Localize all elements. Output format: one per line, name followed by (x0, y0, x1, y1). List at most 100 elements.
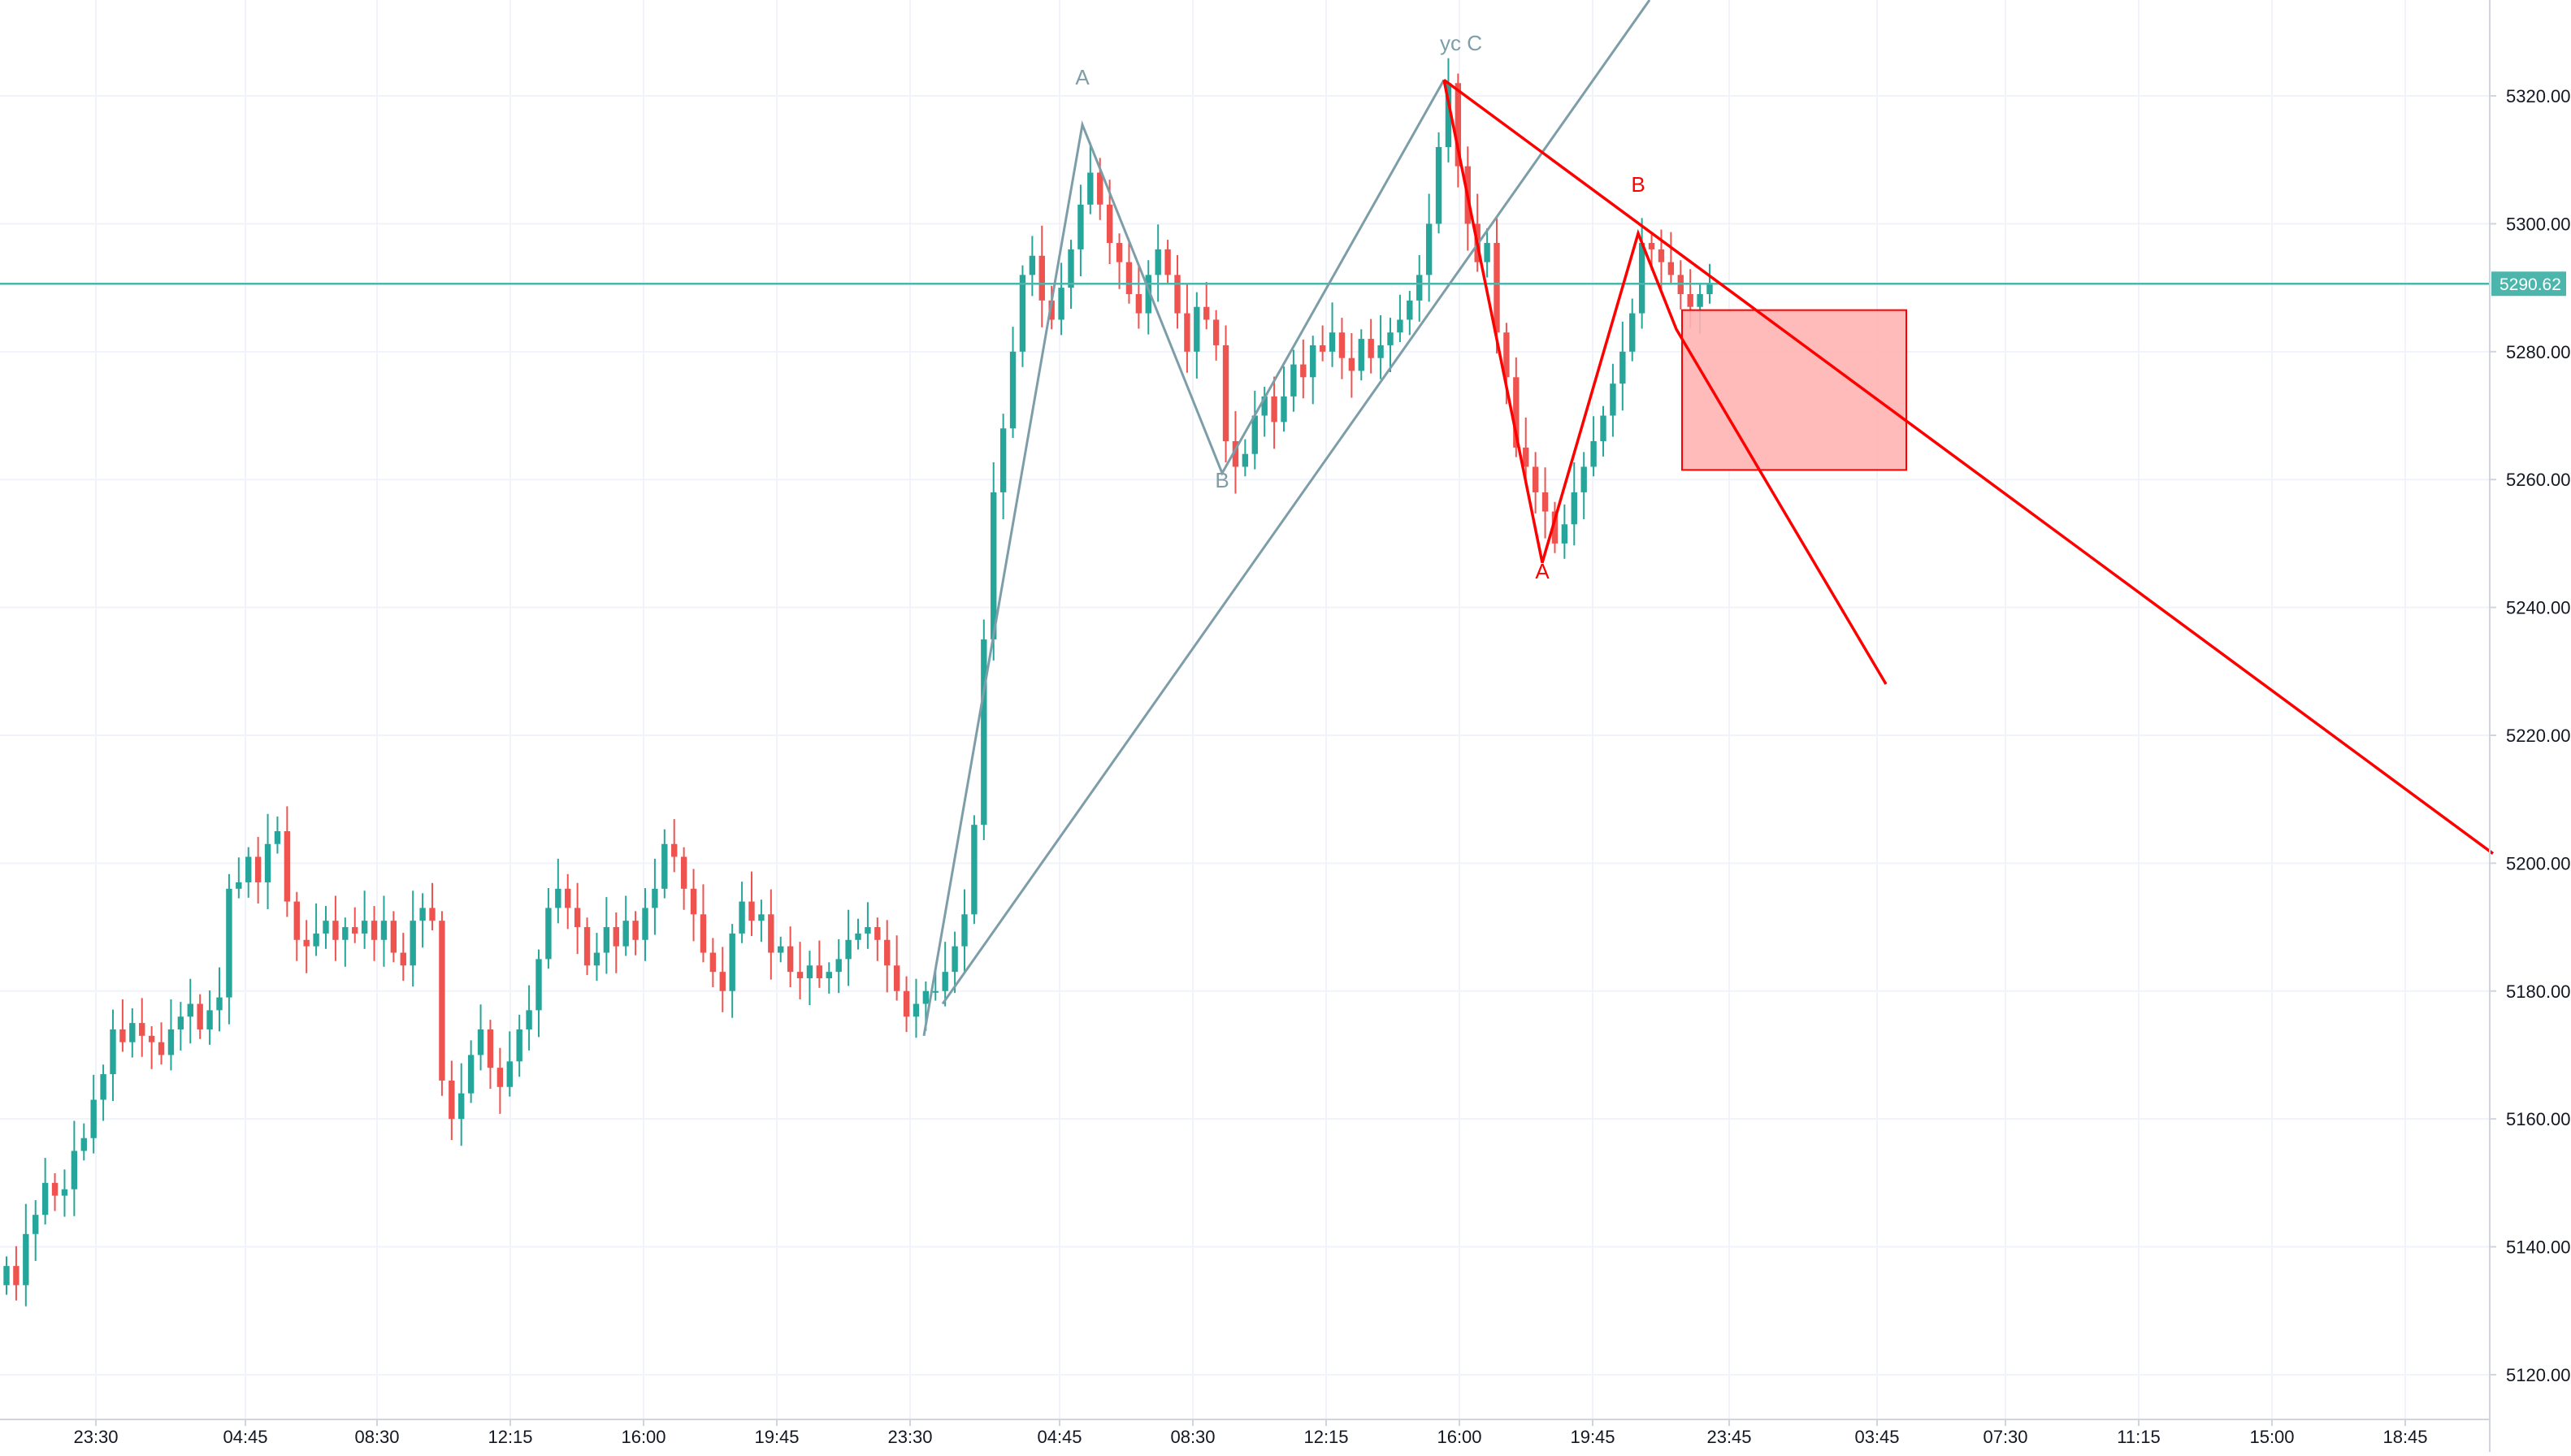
candle (1184, 283, 1190, 373)
candle (419, 893, 426, 948)
candle-body (284, 831, 291, 902)
candle-body (1648, 243, 1655, 249)
candle-body (1687, 293, 1693, 307)
candle (583, 917, 591, 976)
candle (274, 816, 281, 854)
candle-body (1281, 396, 1287, 422)
candles (3, 58, 1713, 1306)
candle-body (1222, 344, 1229, 441)
candle (574, 882, 581, 955)
candle (332, 895, 339, 961)
candle-body (467, 1055, 475, 1094)
candle (981, 619, 987, 841)
price-tick-label: 5260.00 (2506, 470, 2571, 490)
candle-body (1348, 358, 1355, 371)
candle-body (1425, 223, 1433, 275)
time-tick-label: 16:00 (621, 1427, 666, 1447)
candle-body (1435, 146, 1442, 224)
candle-body (613, 927, 619, 947)
candle-body (71, 1150, 78, 1190)
candle (1551, 501, 1559, 553)
candle-body (390, 921, 397, 953)
candle (1145, 260, 1151, 335)
candle (603, 897, 610, 974)
candle-body (748, 901, 755, 921)
candle (158, 1022, 165, 1065)
candle (719, 947, 726, 1012)
current-price-badge (2491, 271, 2566, 297)
candle (778, 936, 784, 963)
candle (1058, 262, 1064, 336)
candle-body (526, 1010, 532, 1029)
candle (80, 1123, 87, 1161)
candle-body (361, 921, 368, 934)
candle-body (303, 939, 310, 947)
candle (942, 942, 948, 1007)
candle-body (516, 1029, 522, 1062)
candle (613, 912, 619, 973)
candle-body (23, 1233, 29, 1285)
candle (661, 829, 668, 899)
candle-body (1310, 344, 1316, 378)
candle (226, 873, 232, 1025)
candle (903, 976, 910, 1033)
candle (1222, 325, 1229, 462)
candle (884, 920, 891, 993)
candle (1261, 387, 1268, 437)
candle (516, 1014, 522, 1077)
candle-body (680, 856, 687, 889)
candle (1571, 462, 1577, 546)
candle-body (971, 825, 978, 915)
candle (303, 920, 310, 973)
candle (555, 858, 561, 924)
candle (33, 1200, 39, 1261)
candle-body (806, 965, 813, 979)
candle-body (90, 1099, 97, 1138)
grid (0, 0, 2490, 1419)
candle (739, 882, 745, 943)
candle-body (216, 997, 223, 1011)
candle (680, 847, 687, 910)
price-tick-label: 5280.00 (2506, 342, 2571, 362)
time-tick-label: 12:15 (1303, 1427, 1348, 1447)
candle (139, 998, 145, 1057)
price-tick-label: 5160.00 (2506, 1109, 2571, 1129)
candle-body (33, 1215, 39, 1234)
candle-body (1513, 377, 1520, 448)
candle (1300, 339, 1307, 399)
candle (1338, 318, 1346, 379)
candle (380, 895, 388, 967)
candle (1029, 236, 1036, 297)
candle-body (1290, 364, 1297, 396)
candle-body (1251, 415, 1258, 454)
candle (1377, 314, 1384, 379)
candle-body (1116, 243, 1123, 262)
candle-body (1019, 275, 1026, 352)
candle-body (768, 914, 774, 953)
time-tick-label: 04:45 (1037, 1427, 1082, 1447)
candle-body (41, 1182, 49, 1216)
candle-body (1358, 339, 1364, 371)
candle (1445, 58, 1452, 162)
candle (236, 857, 242, 899)
candle (1638, 218, 1645, 329)
candle (197, 994, 203, 1039)
candle (187, 978, 193, 1044)
candle-body (903, 990, 910, 1017)
candle-body (1407, 300, 1413, 320)
candle-body (884, 939, 891, 966)
candle (700, 884, 707, 963)
red-trend-line (1442, 78, 2495, 855)
candle-body (274, 831, 281, 844)
candle (429, 882, 436, 930)
candle (342, 917, 349, 967)
blue-trend-line (941, 0, 1651, 1005)
candle (1068, 240, 1074, 310)
candle (61, 1169, 68, 1217)
candle-body (1077, 204, 1084, 249)
candle-body (1319, 344, 1326, 352)
candle-body (1619, 351, 1626, 384)
candle (129, 1008, 136, 1058)
